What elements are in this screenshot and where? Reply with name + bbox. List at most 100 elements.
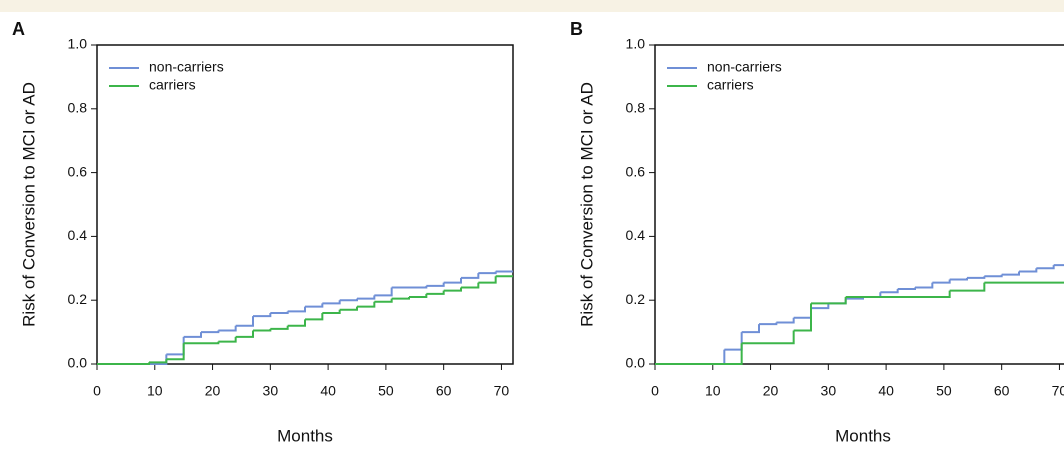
step-segment [741,330,795,345]
step-segment [166,343,185,361]
step-segment [253,312,272,318]
step-segment [218,325,237,332]
step-segment [741,324,760,334]
x-tick-label: 60 [994,383,1010,399]
step-segment [322,300,341,305]
x-tick-label: 50 [378,383,394,399]
step-segment [357,295,376,300]
y-tick-label: 0.8 [68,100,88,116]
step-segment [183,341,220,345]
step-segment [374,298,393,303]
step-segment [253,328,272,332]
step-segment [984,274,1003,278]
y-tick-label: 0.4 [68,227,88,243]
plot-frame [654,44,1064,365]
step-segment [655,349,726,365]
step-segment [880,289,899,294]
step-segment [149,359,168,364]
step-segment [374,287,393,297]
y-tick-label: 0.4 [626,227,646,243]
y-axis-label: Risk of Conversion to MCI or AD [19,82,38,327]
step-segment [776,317,795,324]
step-segment [1019,268,1038,273]
top-band [0,0,1064,12]
step-segment [305,312,324,321]
x-tick-label: 30 [821,383,837,399]
x-tick-label: 40 [320,383,336,399]
step-segment [932,279,951,284]
x-axis-label: Months [835,426,891,445]
y-tick-label: 1.0 [68,36,88,52]
x-tick-label: 10 [147,383,163,399]
step-segment [357,301,376,308]
y-tick-label: 0.6 [626,163,646,179]
step-segment [235,316,254,327]
legend-label: non-carriers [707,59,782,75]
x-tick-label: 60 [436,383,452,399]
y-tick-label: 0.6 [68,163,88,179]
y-tick-label: 0.2 [626,291,646,307]
step-segment [1036,265,1055,270]
step-segment [287,319,306,327]
step-segment [811,297,847,305]
step-segment [461,282,480,289]
step-segment [97,362,150,365]
step-segment [759,322,778,326]
step-segment [1001,271,1020,276]
step-segment [655,343,743,365]
step-segment [461,273,480,279]
step-segment [339,306,358,311]
step-segment [305,303,324,308]
y-tick-label: 0.8 [626,100,646,116]
step-segment [339,298,358,302]
x-tick-label: 50 [936,383,952,399]
step-segment [897,287,916,291]
step-segment [218,336,237,343]
step-segment [793,303,812,332]
x-axis-label: Months [277,426,333,445]
step-segment [183,332,202,338]
x-tick-label: 10 [705,383,721,399]
y-tick-label: 1.0 [626,36,646,52]
step-segment [426,290,445,295]
x-tick-label: 0 [93,383,101,399]
step-segment [845,290,951,299]
step-segment [915,282,934,289]
step-segment [724,332,743,351]
x-tick-label: 20 [763,383,779,399]
panel-label: A [12,19,25,39]
x-tick-label: 30 [263,383,279,399]
x-tick-label: 70 [494,383,510,399]
step-segment [478,276,497,284]
step-segment [811,303,830,310]
step-segment [322,309,341,314]
legend-label: carriers [707,77,754,93]
step-segment [967,276,986,279]
step-segment [270,311,289,314]
step-segment [391,285,428,289]
y-tick-label: 0.2 [68,291,88,307]
legend-label: non-carriers [149,59,224,75]
step-segment [443,287,462,292]
y-axis-label: Risk of Conversion to MCI or AD [577,82,596,327]
step-segment [235,330,254,338]
step-segment [201,330,220,334]
plot-frame [96,44,514,365]
step-segment [478,271,497,275]
step-segment [166,336,185,356]
step-segment [409,293,428,299]
step-segment [443,277,462,284]
step-segment [391,297,410,300]
step-segment [426,282,445,287]
x-tick-label: 20 [205,383,221,399]
legend-label: carriers [149,77,196,93]
y-tick-label: 0.0 [626,355,646,371]
x-tick-label: 70 [1052,383,1064,399]
step-segment [949,282,986,292]
step-segment [270,325,289,330]
step-segment [793,308,812,319]
step-segment [287,306,306,313]
step-segment [949,277,968,281]
x-tick-label: 0 [651,383,659,399]
